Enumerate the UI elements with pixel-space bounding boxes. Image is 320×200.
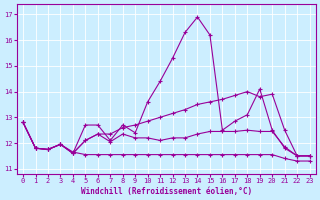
X-axis label: Windchill (Refroidissement éolien,°C): Windchill (Refroidissement éolien,°C) bbox=[81, 187, 252, 196]
